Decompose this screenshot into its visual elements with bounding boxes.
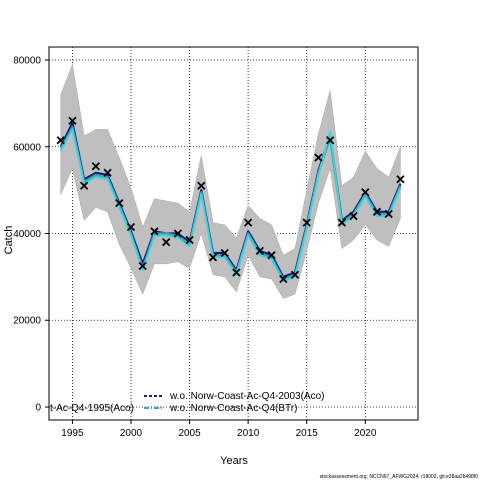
observed-point-2001 <box>138 261 147 271</box>
observed-point-2002 <box>150 227 159 236</box>
observed-point-2006 <box>197 181 206 190</box>
y-tick-label-1: 20000 <box>13 316 41 327</box>
observed-point-2015 <box>302 218 311 227</box>
observed-point-2019 <box>349 212 358 221</box>
y-tick-label-4: 80000 <box>13 56 41 67</box>
y-tick-label-2: 40000 <box>13 229 41 240</box>
observed-point-2004 <box>173 229 182 238</box>
confidence-band <box>60 63 401 299</box>
legend-entry-3: w.o. Norw-Coast-Ac-Q4(BTr) <box>169 403 297 414</box>
x-tick-label-1: 2000 <box>120 428 143 439</box>
observed-point-2008 <box>220 248 229 258</box>
observed-point-1994 <box>56 136 65 145</box>
x-tick-label-2: 2005 <box>178 428 201 439</box>
observed-point-2010 <box>244 218 253 227</box>
x-axis: 1995 2000 2005 2010 2015 2020 <box>61 420 377 439</box>
legend-entry-2: w.o. Norw-Coast-Ac-Q4-2003(Aco) <box>169 391 325 402</box>
plot-frame <box>48 46 419 421</box>
observed-point-2007 <box>208 253 218 262</box>
observed-point-1998 <box>103 168 112 177</box>
observed-point-2023 <box>396 175 405 184</box>
observed-point-2017 <box>326 136 335 145</box>
observed-point-2022 <box>384 209 393 219</box>
credit-text: stockassessment.org, NCCN67_AFWG2024, r1… <box>320 474 479 480</box>
legend-entry-1: t-Ac-Q4-1995(Aco) <box>50 403 134 414</box>
grid <box>49 47 418 420</box>
x-tick-label-0: 1995 <box>61 428 84 439</box>
observed-point-2003 <box>162 238 171 247</box>
observed-point-1997 <box>91 162 100 171</box>
observed-point-2014 <box>290 270 300 279</box>
x-axis-label: Years <box>220 455 248 467</box>
y-tick-label-0: 0 <box>35 402 41 413</box>
observed-point-2020 <box>361 188 370 197</box>
observed-point-2013 <box>279 274 288 284</box>
observed-point-2000 <box>126 222 136 232</box>
x-tick-label-5: 2020 <box>354 428 377 439</box>
y-axis-label: Catch <box>3 226 15 255</box>
observed-point-1995 <box>68 116 77 125</box>
observed-point-2016 <box>314 153 323 162</box>
observed-point-2021 <box>372 207 382 216</box>
legend: t-Ac-Q4-1995(Aco) w.o. Norw-Coast-Ac-Q4-… <box>50 391 325 414</box>
observed-point-2011 <box>255 246 264 255</box>
y-tick-label-3: 60000 <box>13 142 41 153</box>
x-tick-label-4: 2015 <box>296 428 319 439</box>
observed-point-1996 <box>80 181 89 190</box>
observed-point-2005 <box>185 235 194 245</box>
observed-point-2018 <box>337 218 346 227</box>
observed-point-2012 <box>267 251 276 260</box>
observed-points <box>56 116 405 284</box>
y-axis: 0 20000 40000 60000 80000 <box>13 56 49 413</box>
observed-point-1999 <box>115 199 124 208</box>
observed-point-2009 <box>232 268 241 277</box>
x-tick-label-3: 2010 <box>237 428 260 439</box>
